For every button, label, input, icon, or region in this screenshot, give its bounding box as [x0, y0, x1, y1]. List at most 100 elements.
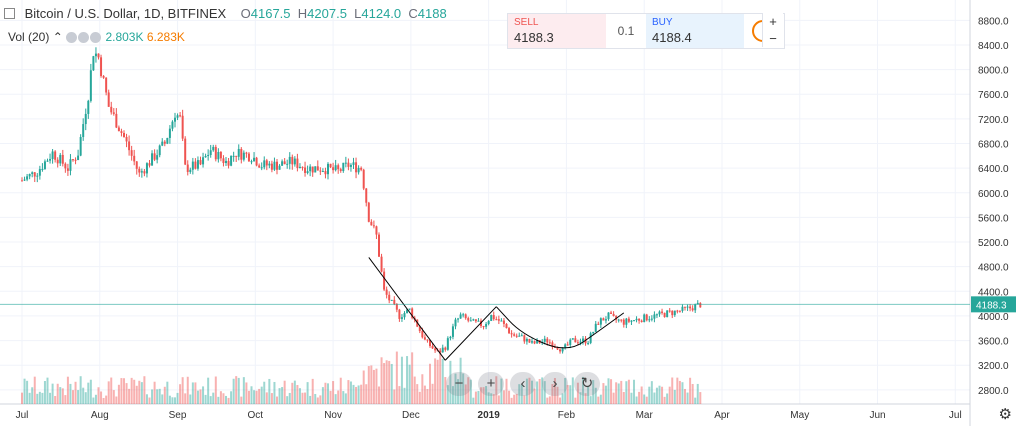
candle-body: [617, 319, 620, 321]
volume-bar: [46, 377, 49, 404]
candle-body: [418, 326, 421, 332]
volume-bar: [459, 357, 462, 404]
y-tick-label: 3200.0: [978, 361, 1009, 372]
volume-bar: [209, 396, 212, 404]
zoom-in-button[interactable]: +: [478, 372, 504, 396]
candle-body: [566, 344, 569, 346]
volume-bar: [87, 382, 90, 404]
candle-body: [202, 157, 205, 165]
candle-body: [355, 162, 358, 173]
candle-body: [362, 169, 365, 189]
volume-bar: [564, 378, 567, 404]
volume-bar: [260, 386, 263, 404]
candle-body: [536, 340, 539, 344]
chevron-down-icon[interactable]: ⌃: [52, 30, 63, 44]
zoom-out-button[interactable]: −: [446, 372, 472, 396]
volume-bar: [286, 396, 289, 404]
volume-bar: [84, 392, 87, 404]
volume-bar: [344, 393, 347, 404]
volume-bar: [352, 384, 355, 404]
candle-body: [372, 225, 375, 227]
gear-icon[interactable]: [78, 32, 90, 44]
low-value: 4124.0: [361, 6, 402, 21]
plus-button[interactable]: +: [769, 14, 777, 29]
settings-gear-icon[interactable]: ⚙: [998, 406, 1012, 423]
x-tick-label: Jul: [16, 410, 29, 421]
volume-bar: [237, 377, 240, 404]
reset-chart-button[interactable]: ↻: [574, 372, 600, 396]
volume-bar: [612, 392, 615, 404]
close-icon[interactable]: [90, 32, 102, 44]
volume-bar: [622, 392, 625, 404]
volume-bar: [74, 381, 77, 404]
volume-bar: [33, 376, 36, 404]
buy-button[interactable]: BUY 4188.4: [646, 14, 744, 48]
volume-bar: [21, 392, 23, 404]
candle-body: [278, 165, 281, 170]
volume-label[interactable]: Vol (20): [8, 30, 50, 44]
volume-bar: [431, 383, 434, 404]
volume-bar: [255, 390, 258, 404]
candle-body: [378, 234, 380, 257]
candle-body: [370, 221, 373, 226]
candle-body: [582, 338, 584, 342]
candle-body: [161, 141, 164, 146]
symbol-title[interactable]: Bitcoin / U.S. Dollar, 1D, BITFINEX: [24, 6, 227, 21]
volume-bar: [454, 373, 457, 404]
volume-bar: [559, 397, 562, 404]
candle-body: [74, 159, 77, 161]
volume-bar: [395, 351, 398, 404]
candle-body: [587, 342, 590, 344]
candle-body: [115, 113, 118, 128]
scroll-forward-button[interactable]: ›: [542, 372, 568, 396]
candle-body: [33, 172, 36, 177]
candle-body: [497, 319, 500, 321]
y-tick-label: 3600.0: [978, 337, 1009, 348]
volume-bar: [541, 377, 544, 404]
volume-bar: [604, 385, 607, 404]
volume-bar: [54, 396, 57, 404]
quantity-stepper: + −: [762, 13, 783, 47]
volume-bar: [666, 393, 669, 404]
volume-bar: [276, 396, 278, 404]
volume-bar: [240, 396, 243, 404]
candle-body: [245, 152, 248, 154]
candle-body: [212, 146, 215, 151]
volume-bar: [148, 397, 151, 404]
volume-bar: [492, 394, 495, 404]
volume-bar: [582, 376, 584, 404]
scroll-back-button[interactable]: ‹: [510, 372, 536, 396]
y-tick-label: 8800.0: [978, 16, 1009, 27]
volume-bar: [342, 391, 345, 404]
candle-body: [36, 175, 39, 177]
candle-body: [421, 331, 424, 338]
candle-body: [592, 331, 595, 334]
candle-body: [426, 339, 429, 341]
candle-body: [329, 163, 332, 168]
sell-label: SELL: [514, 17, 539, 28]
candle-body: [207, 154, 210, 157]
sell-button[interactable]: SELL 4188.3: [508, 14, 606, 48]
candle-body: [133, 155, 136, 162]
eye-icon[interactable]: [66, 32, 78, 44]
volume-bar: [202, 386, 205, 404]
candle-body: [678, 310, 681, 312]
low-label: L: [354, 6, 362, 21]
volume-bar: [403, 387, 406, 404]
collapse-icon[interactable]: [4, 8, 15, 19]
candle-body: [107, 92, 110, 107]
volume-bar: [110, 377, 113, 404]
candle-body: [179, 115, 182, 117]
candle-body: [240, 148, 243, 160]
candle-body: [531, 341, 533, 343]
candle-body: [395, 304, 398, 310]
candle-body: [467, 318, 470, 321]
candle-body: [166, 137, 169, 144]
volume-bar: [250, 386, 253, 404]
volume-bar: [513, 394, 516, 404]
volume-bar: [482, 387, 485, 404]
candle-body: [380, 256, 383, 272]
candle-body: [686, 306, 689, 308]
minus-button[interactable]: −: [769, 31, 777, 46]
